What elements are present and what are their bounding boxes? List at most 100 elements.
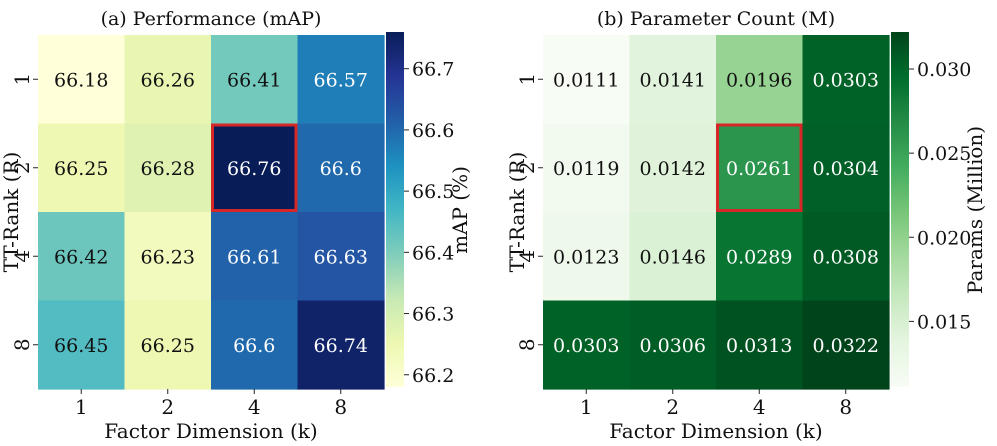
cell-value-label: 66.6 bbox=[233, 335, 275, 357]
x-tick-label: 1 bbox=[75, 395, 88, 419]
cell-value-label: 66.41 bbox=[227, 69, 281, 91]
heatmap-cell bbox=[802, 35, 890, 125]
cell-value-label: 66.42 bbox=[54, 246, 108, 268]
colorbar-tick-label: 66.5 bbox=[412, 181, 454, 203]
cell-value-label: 66.45 bbox=[54, 335, 108, 357]
y-tick-label: 8 bbox=[515, 338, 539, 351]
x-ticks: 1 2 4 8 bbox=[580, 389, 852, 419]
cell-value-label: 66.23 bbox=[141, 246, 195, 268]
heatmap-cell bbox=[211, 212, 299, 302]
colorbar-tick-label: 0.020 bbox=[917, 227, 971, 249]
cell-value-label: 0.0196 bbox=[726, 69, 792, 91]
heatmap-cell bbox=[629, 300, 717, 390]
heatmap-cell bbox=[716, 300, 804, 390]
cell-value-label: 0.0289 bbox=[726, 246, 792, 268]
y-tick-label: 1 bbox=[515, 73, 539, 86]
colorbar-tick-label: 0.025 bbox=[917, 143, 971, 165]
cell-value-label: 66.25 bbox=[54, 158, 108, 180]
x-tick-label: 1 bbox=[580, 395, 593, 419]
y-tick-label: 8 bbox=[10, 338, 34, 351]
colorbar-ticks: 66.2 66.3 66.4 66.5 66.6 66.7 bbox=[404, 59, 454, 387]
heatmap-cell bbox=[629, 212, 717, 302]
colorbar-gradient bbox=[386, 32, 404, 387]
heatmap-cell bbox=[124, 123, 212, 213]
heatmap-cell bbox=[802, 123, 890, 213]
cell-value-label: 0.0322 bbox=[813, 335, 879, 357]
colorbar-tick-label: 66.3 bbox=[412, 304, 454, 326]
x-ticks: 1 2 4 8 bbox=[75, 389, 347, 419]
heatmap-cells: 0.0111 0.0141 0.0196 0.0303 0.0119 0.0142 0.02… bbox=[543, 35, 890, 390]
cell-value-label: 66.6 bbox=[320, 158, 362, 180]
cell-value-label: 66.74 bbox=[314, 335, 368, 357]
heatmap-cell bbox=[211, 300, 299, 390]
colorbar-tick-label: 0.030 bbox=[917, 59, 971, 81]
heatmap-cell bbox=[543, 212, 631, 302]
colorbar-label: Params (Million) bbox=[963, 126, 987, 294]
colorbar-ticks: 0.015 0.020 0.025 0.030 bbox=[909, 59, 971, 333]
heatmap-cell bbox=[211, 35, 299, 125]
cell-value-label: 0.0308 bbox=[813, 246, 879, 268]
x-axis-label: Factor Dimension (k) bbox=[104, 419, 317, 443]
x-axis-label: Factor Dimension (k) bbox=[609, 419, 822, 443]
heatmap-cell bbox=[629, 35, 717, 125]
cell-value-label: 66.18 bbox=[54, 69, 108, 91]
y-axis-label: TT-Rank (R) bbox=[505, 152, 529, 273]
heatmap-cell bbox=[297, 123, 385, 213]
cell-value-label: 0.0313 bbox=[726, 335, 792, 357]
y-tick-label: 4 bbox=[10, 250, 34, 263]
colorbar-tick-label: 66.7 bbox=[412, 59, 454, 81]
cell-value-label: 0.0306 bbox=[640, 335, 706, 357]
heatmap-cell bbox=[297, 35, 385, 125]
y-ticks: 1 2 4 8 bbox=[515, 73, 543, 351]
colorbar-gradient bbox=[891, 32, 909, 387]
cell-value-label: 66.25 bbox=[141, 335, 195, 357]
colorbar: 0.015 0.020 0.025 0.030 bbox=[891, 32, 971, 387]
heatmap-cell bbox=[38, 35, 126, 125]
cell-value-label: 0.0141 bbox=[640, 69, 706, 91]
cell-value-label: 0.0123 bbox=[553, 246, 619, 268]
y-ticks: 1 2 4 8 bbox=[10, 73, 38, 351]
heatmap-panel-params: (b) Parameter Count (M) Factor Dimension… bbox=[505, 8, 987, 443]
cell-value-label: 0.0261 bbox=[726, 158, 792, 180]
heatmap-cell bbox=[543, 123, 631, 213]
heatmap-cell bbox=[124, 300, 212, 390]
cell-value-label: 66.28 bbox=[141, 158, 195, 180]
colorbar-tick-label: 66.4 bbox=[412, 242, 454, 264]
cell-value-label: 0.0111 bbox=[553, 69, 619, 91]
cell-value-label: 0.0142 bbox=[640, 158, 706, 180]
y-tick-label: 2 bbox=[515, 161, 539, 174]
highlight-box bbox=[716, 123, 803, 212]
colorbar: 66.2 66.3 66.4 66.5 66.6 66.7 bbox=[386, 32, 454, 387]
heatmap-cell bbox=[543, 300, 631, 390]
heatmap-cell bbox=[629, 123, 717, 213]
heatmap-cell bbox=[124, 212, 212, 302]
y-tick-label: 4 bbox=[515, 250, 539, 263]
heatmap-cells: 66.18 66.26 66.41 66.57 66.25 66.28 66.76 66.6 6… bbox=[38, 35, 385, 390]
x-tick-label: 2 bbox=[666, 395, 679, 419]
heatmap-cell bbox=[802, 212, 890, 302]
heatmap-cell bbox=[716, 212, 804, 302]
cell-value-label: 66.57 bbox=[314, 69, 368, 91]
y-tick-label: 1 bbox=[10, 73, 34, 86]
cell-value-label: 66.61 bbox=[227, 246, 281, 268]
heatmap-cell bbox=[716, 123, 804, 213]
heatmap-cell bbox=[38, 123, 126, 213]
highlight-box bbox=[211, 123, 298, 212]
cell-value-label: 0.0304 bbox=[813, 158, 879, 180]
colorbar-tick-label: 0.015 bbox=[917, 311, 971, 333]
colorbar-tick-label: 66.2 bbox=[412, 365, 454, 387]
heatmap-cell bbox=[802, 300, 890, 390]
x-tick-label: 4 bbox=[753, 395, 766, 419]
cell-value-label: 0.0303 bbox=[553, 335, 619, 357]
cell-value-label: 66.76 bbox=[227, 158, 281, 180]
heatmap-cell bbox=[38, 212, 126, 302]
heatmap-cell bbox=[297, 300, 385, 390]
colorbar-label: mAP (%) bbox=[448, 166, 472, 254]
colorbar-tick-label: 66.6 bbox=[412, 120, 454, 142]
cell-value-label: 0.0303 bbox=[813, 69, 879, 91]
cell-value-label: 66.63 bbox=[314, 246, 368, 268]
cell-value-label: 0.0119 bbox=[553, 158, 619, 180]
x-tick-label: 4 bbox=[248, 395, 261, 419]
heatmap-cell bbox=[211, 123, 299, 213]
